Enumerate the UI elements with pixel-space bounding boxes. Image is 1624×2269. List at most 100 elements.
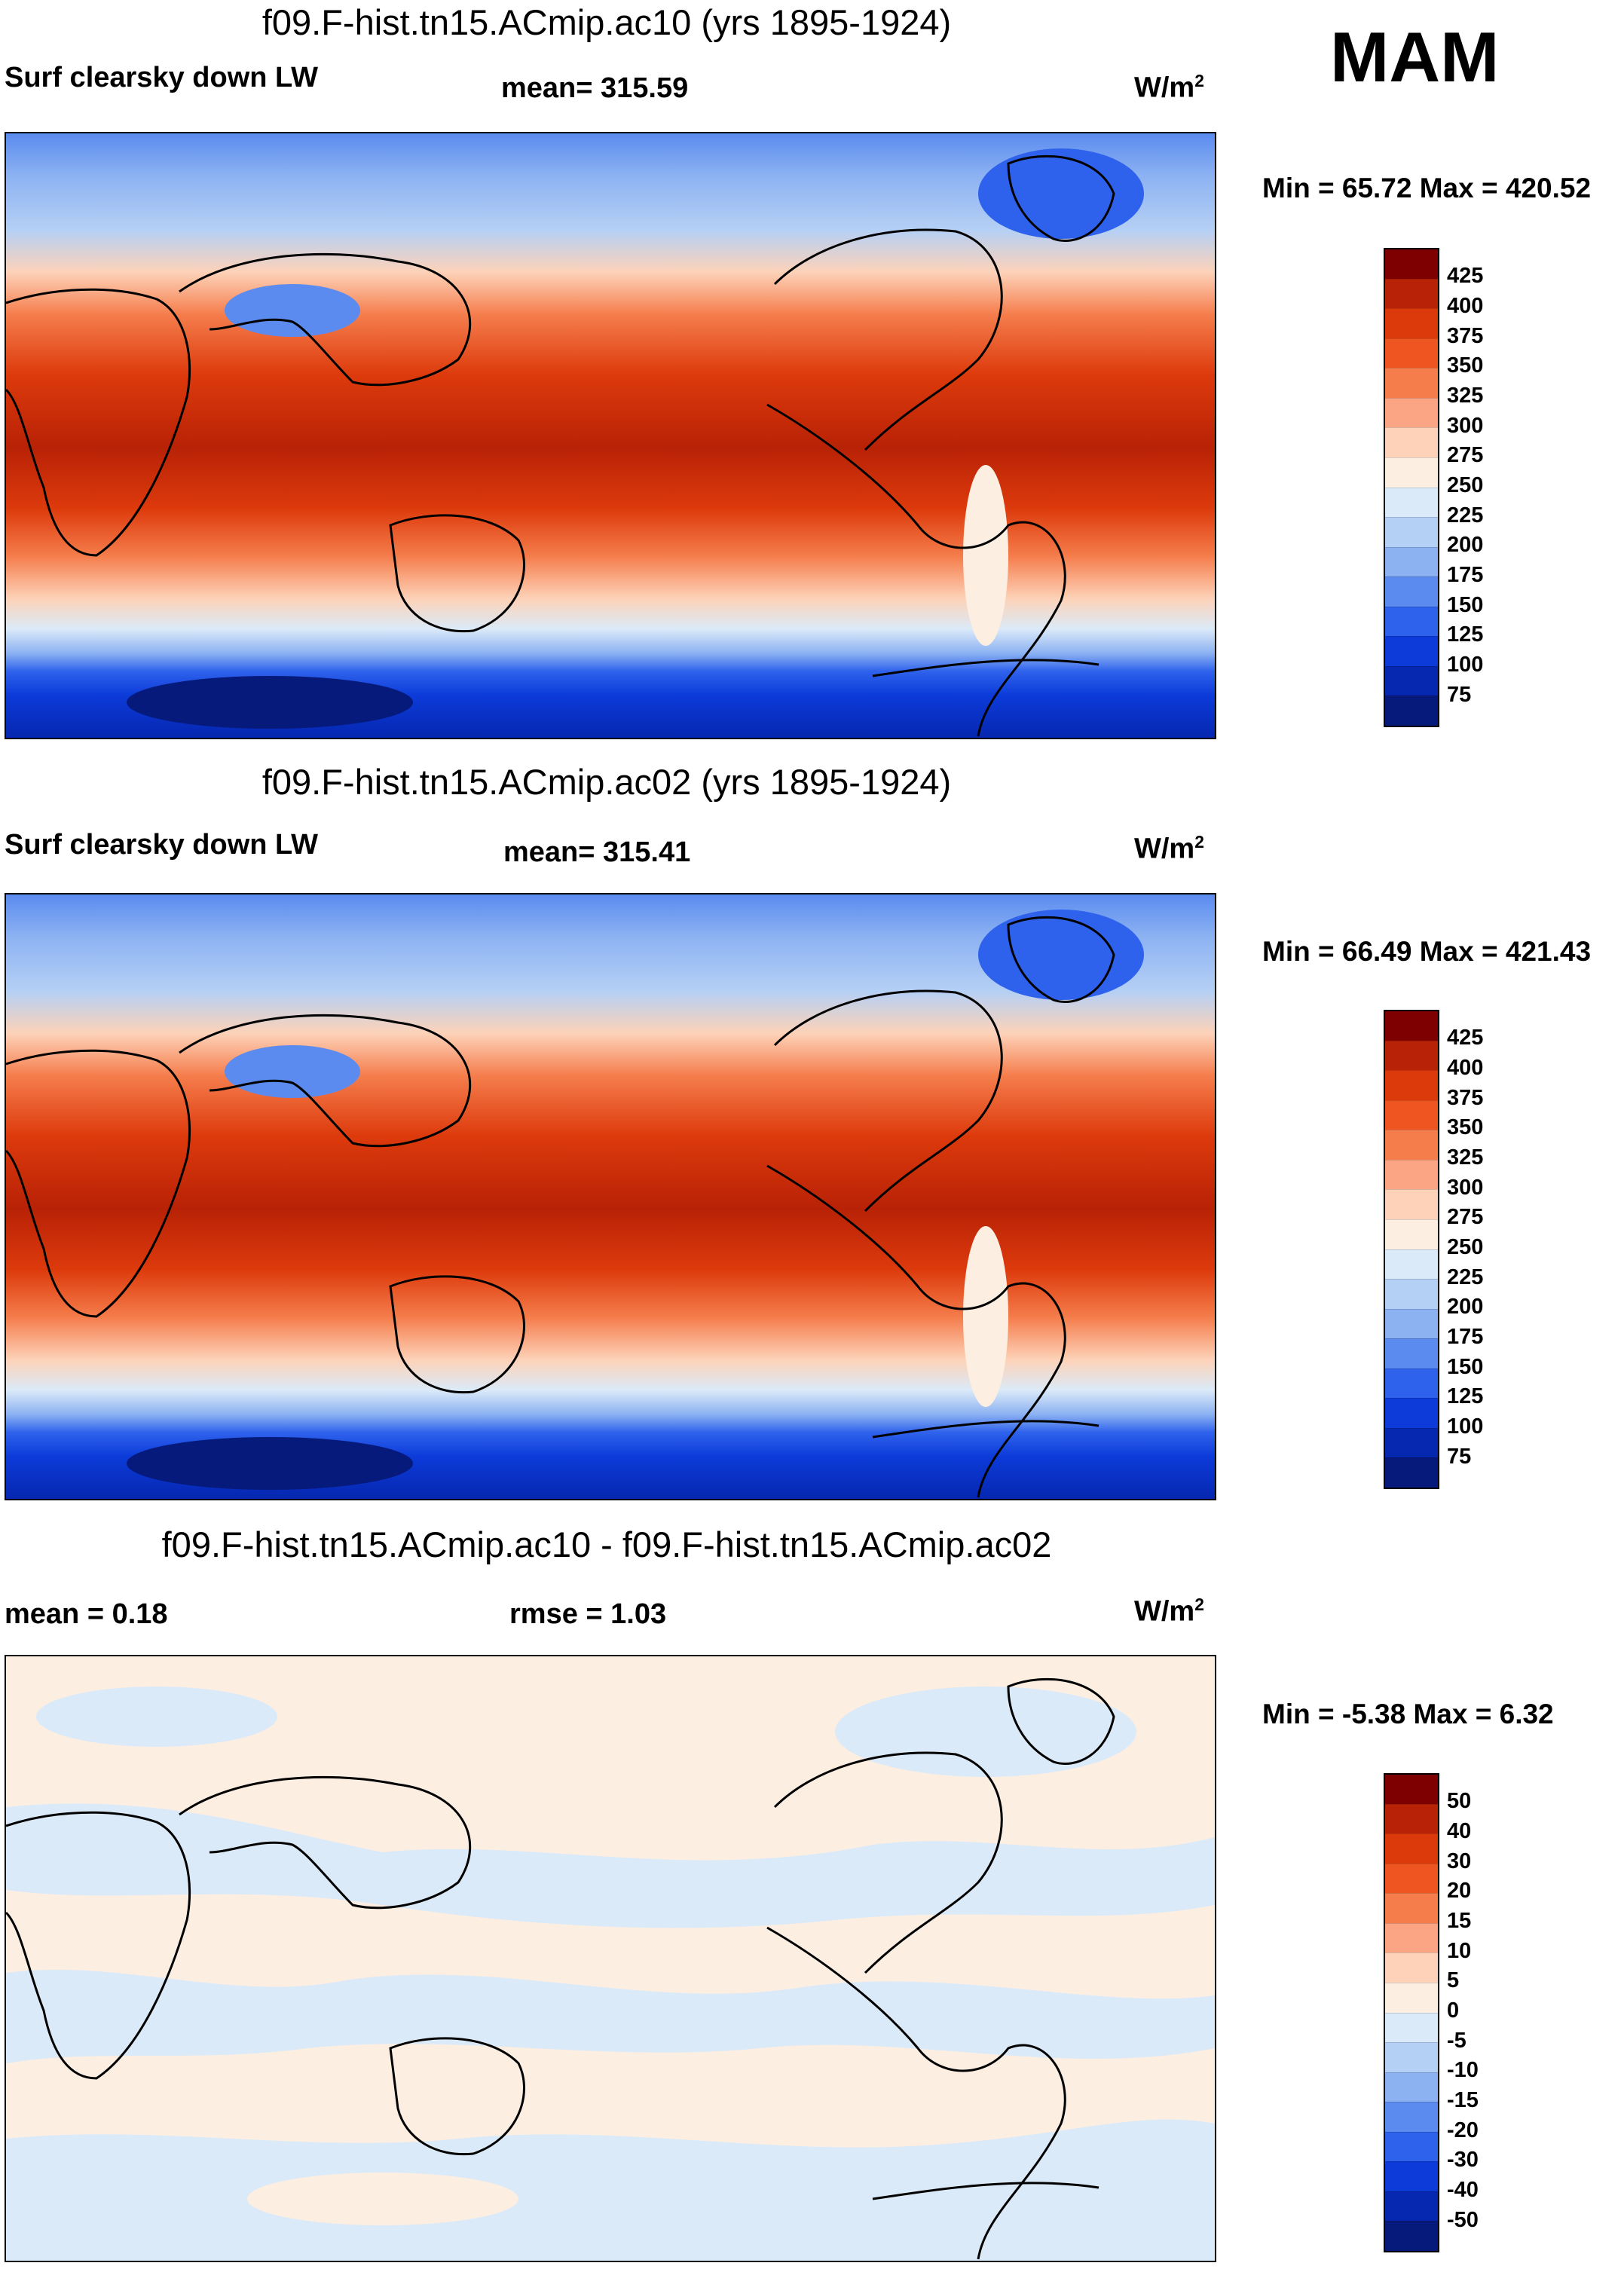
colorbar-label: 75 [1447, 683, 1472, 707]
colorbar-label: -15 [1447, 2088, 1479, 2112]
panel3-rmse: rmse = 1.03 [509, 1598, 667, 1630]
colorbar-swatch [1385, 1279, 1438, 1309]
colorbar-label: 175 [1447, 1325, 1484, 1349]
colorbar-label: 325 [1447, 384, 1484, 408]
colorbar-swatch [1385, 1368, 1438, 1399]
panel1-units: W/m2 [1134, 71, 1204, 104]
colorbar-label: 5 [1447, 1968, 1460, 1992]
colorbar-label: -20 [1447, 2118, 1479, 2142]
panel2-variable: Surf clearsky down LW [5, 829, 318, 861]
colorbar-swatch [1385, 1130, 1438, 1160]
panel2-minmax: Min = 66.49 Max = 421.43 [1262, 936, 1592, 967]
colorbar-label: 10 [1447, 1939, 1472, 1963]
colorbar-label: 300 [1447, 1176, 1484, 1200]
colorbar-swatch [1385, 1953, 1438, 1983]
colorbar-swatch [1385, 1338, 1438, 1368]
colorbar-swatch [1385, 1922, 1438, 1953]
colorbar-label: 125 [1447, 1384, 1484, 1408]
colorbar-label: 375 [1447, 1086, 1484, 1110]
colorbar-swatch [1385, 2131, 1438, 2162]
colorbar-swatch [1385, 1308, 1438, 1339]
colorbar-label: 350 [1447, 1115, 1484, 1139]
colorbar-label: 275 [1447, 443, 1484, 467]
panel2-mean: mean= 315.41 [503, 836, 691, 868]
colorbar-label: 50 [1447, 1789, 1472, 1813]
panel3-colorbar [1384, 1773, 1439, 2252]
colorbar-swatch [1385, 1070, 1438, 1100]
colorbar-swatch [1385, 1833, 1438, 1864]
colorbar-label: 425 [1447, 264, 1484, 288]
colorbar-swatch [1385, 1040, 1438, 1071]
colorbar-label: 400 [1447, 294, 1484, 318]
colorbar-label: -5 [1447, 2029, 1466, 2053]
colorbar-label: 225 [1447, 503, 1484, 527]
colorbar-swatch [1385, 1457, 1438, 1488]
colorbar-swatch [1385, 487, 1438, 518]
panel2-colorbar [1384, 1010, 1439, 1489]
panel1-coastlines [6, 154, 1115, 737]
panel1-map [5, 132, 1216, 739]
colorbar-label: 400 [1447, 1056, 1484, 1080]
panel2-coastlines [6, 916, 1115, 1498]
tibet-cold-region [225, 1045, 360, 1098]
colorbar-swatch [1385, 1803, 1438, 1834]
panel3-title: f09.F-hist.tn15.ACmip.ac10 - f09.F-hist.… [161, 1524, 1052, 1564]
colorbar-swatch [1385, 1249, 1438, 1280]
colorbar-swatch [1385, 2072, 1438, 2102]
colorbar-label: -40 [1447, 2178, 1479, 2202]
panel1-minmax: Min = 65.72 Max = 420.52 [1262, 173, 1592, 203]
colorbar-swatch [1385, 1011, 1438, 1041]
colorbar-swatch [1385, 308, 1438, 338]
colorbar-label: 250 [1447, 1235, 1484, 1259]
panel3-units: W/m2 [1134, 1595, 1204, 1628]
panel1-mean: mean= 315.59 [501, 72, 689, 104]
colorbar-label: 275 [1447, 1205, 1484, 1229]
colorbar-swatch [1385, 2191, 1438, 2222]
colorbar-swatch [1385, 1219, 1438, 1249]
colorbar-swatch [1385, 665, 1438, 696]
tibet-cold-region [225, 284, 360, 337]
positive-anomaly-regions [247, 2056, 865, 2225]
colorbar-swatch [1385, 2042, 1438, 2072]
colorbar-label: 125 [1447, 622, 1484, 647]
colorbar-swatch [1385, 2102, 1438, 2132]
colorbar-swatch [1385, 397, 1438, 428]
colorbar-swatch [1385, 517, 1438, 547]
negative-anomaly-regions [6, 1686, 1215, 2261]
panel3-map-svg [6, 1656, 1215, 2261]
panel1-map-svg [6, 133, 1215, 738]
colorbar-label: 175 [1447, 563, 1484, 587]
colorbar-label: 200 [1447, 533, 1484, 557]
colorbar-label: 30 [1447, 1849, 1472, 1873]
colorbar-swatch [1385, 576, 1438, 607]
colorbar-label: 150 [1447, 1355, 1484, 1379]
colorbar-swatch [1385, 546, 1438, 577]
colorbar-swatch [1385, 606, 1438, 637]
panel3-map [5, 1655, 1216, 2262]
colorbar-label: 100 [1447, 1414, 1484, 1439]
colorbar-swatch [1385, 1863, 1438, 1894]
colorbar-swatch [1385, 1189, 1438, 1219]
colorbar-swatch [1385, 427, 1438, 457]
colorbar-swatch [1385, 696, 1438, 726]
panel2-map [5, 893, 1216, 1500]
panel3-minmax: Min = -5.38 Max = 6.32 [1262, 1699, 1554, 1729]
colorbar-swatch [1385, 1427, 1438, 1458]
panel1-title: f09.F-hist.tn15.ACmip.ac10 (yrs 1895-192… [261, 2, 952, 42]
colorbar-swatch [1385, 278, 1438, 309]
colorbar-label: -10 [1447, 2058, 1479, 2082]
colorbar-label: 75 [1447, 1445, 1472, 1469]
panel1-variable: Surf clearsky down LW [5, 62, 318, 93]
colorbar-label: 425 [1447, 1026, 1484, 1050]
colorbar-label: 325 [1447, 1145, 1484, 1170]
colorbar-label: 375 [1447, 324, 1484, 348]
colorbar-swatch [1385, 1159, 1438, 1190]
panel2-title: f09.F-hist.tn15.ACmip.ac02 (yrs 1895-192… [261, 762, 952, 802]
colorbar-swatch [1385, 249, 1438, 279]
colorbar-label: 150 [1447, 593, 1484, 617]
colorbar-swatch [1385, 457, 1438, 488]
andes-region [963, 465, 1008, 646]
colorbar-label: 250 [1447, 473, 1484, 497]
andes-region [963, 1226, 1008, 1407]
colorbar-swatch [1385, 636, 1438, 666]
